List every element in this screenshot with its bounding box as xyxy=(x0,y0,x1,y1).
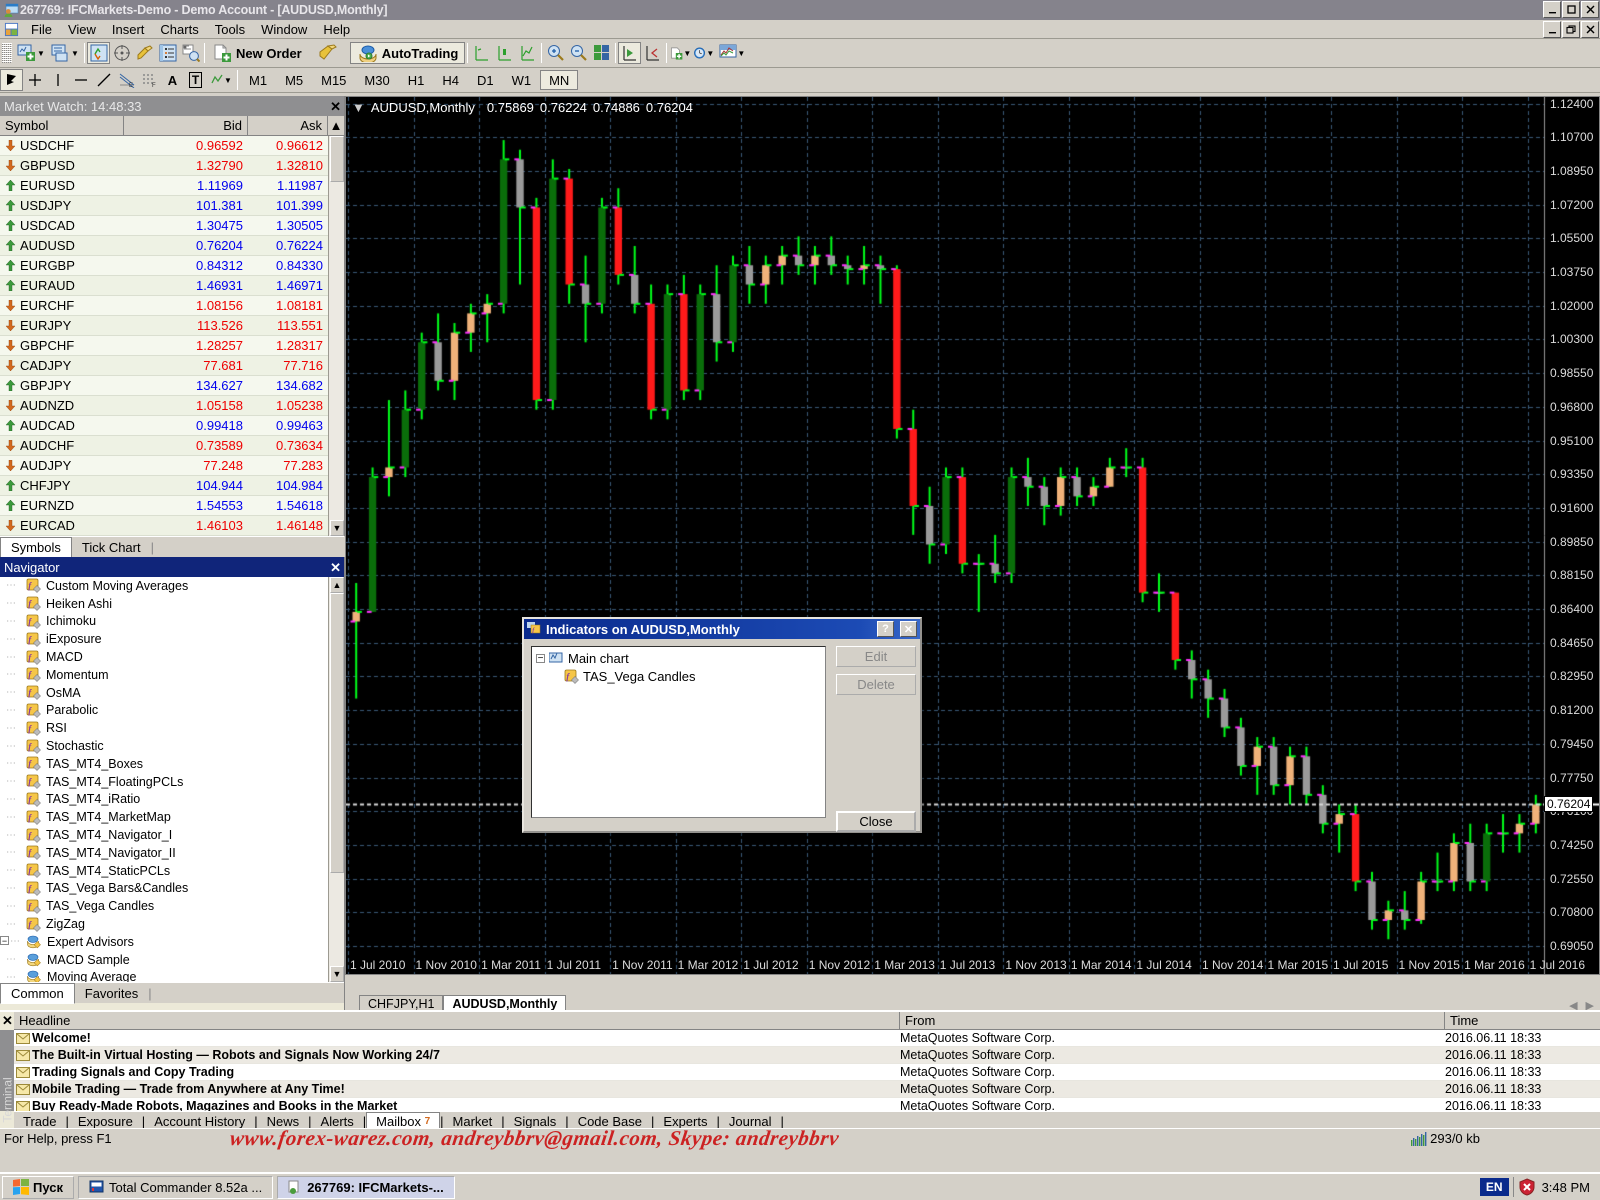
svg-text:F: F xyxy=(152,83,156,88)
svg-text:E: E xyxy=(129,83,133,88)
